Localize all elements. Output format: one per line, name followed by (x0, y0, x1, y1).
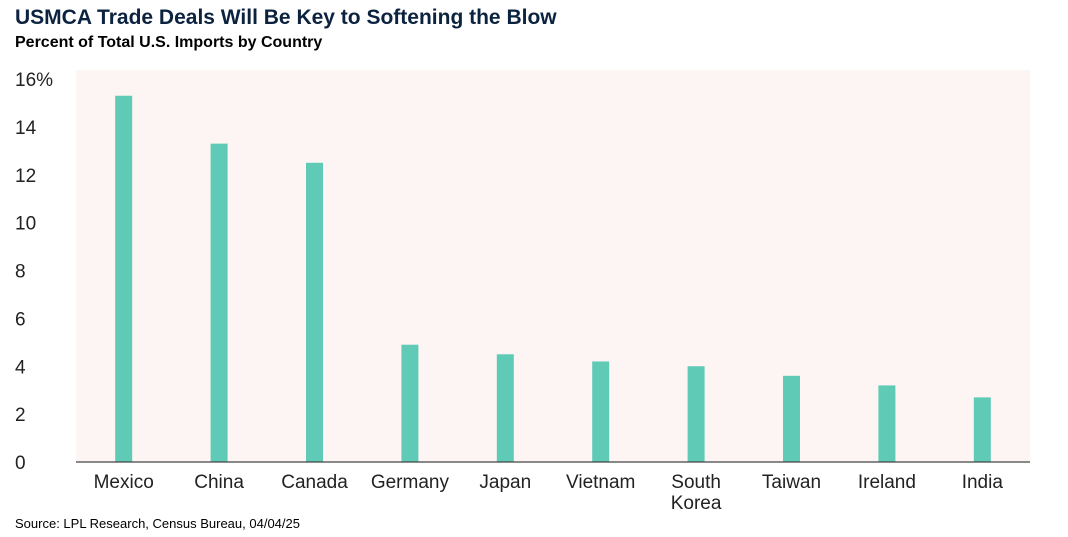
bar-mexico (115, 95, 133, 462)
x-category-label: Canada (281, 472, 348, 493)
bar-taiwan (783, 375, 800, 462)
x-axis-labels: Mexico China Canada Germany Japan Vietnam Sout… (94, 472, 1004, 514)
y-tick-label: 6 (15, 309, 26, 330)
y-tick-label: 4 (15, 357, 26, 378)
y-axis-ticks: 0 2 4 6 8 10 12 14 16% (15, 70, 53, 474)
x-category-label: South Korea (671, 472, 722, 514)
x-category-label: Germany (371, 472, 450, 493)
bar-japan (496, 354, 514, 462)
x-category-label: India (962, 472, 1004, 493)
y-tick-label: 8 (15, 262, 26, 283)
bar-germany (401, 344, 419, 462)
source-note: Source: LPL Research, Census Bureau, 04/… (15, 516, 300, 531)
x-category-label: Japan (479, 472, 531, 493)
bar-south-korea (687, 366, 705, 462)
bar-india (973, 397, 991, 462)
bars-group (115, 95, 991, 462)
chart-subtitle: Percent of Total U.S. Imports by Country (15, 34, 323, 51)
x-category-label: Ireland (858, 472, 916, 493)
y-tick-label: 2 (15, 405, 26, 426)
bar-vietnam (592, 361, 610, 462)
x-category-label: Taiwan (762, 472, 821, 493)
x-category-label: Mexico (94, 472, 154, 493)
y-tick-label: 16% (15, 70, 53, 91)
bar-china (210, 143, 228, 462)
bar-ireland (878, 385, 896, 462)
x-category-label: China (194, 472, 244, 493)
y-tick-label: 10 (15, 214, 36, 235)
chart-title: USMCA Trade Deals Will Be Key to Softeni… (15, 6, 557, 29)
y-tick-label: 14 (15, 118, 37, 139)
y-tick-label: 12 (15, 166, 36, 187)
plot-background (76, 70, 1030, 462)
bar-canada (306, 162, 323, 462)
x-category-label: Vietnam (566, 472, 635, 493)
y-tick-label: 0 (15, 453, 26, 474)
